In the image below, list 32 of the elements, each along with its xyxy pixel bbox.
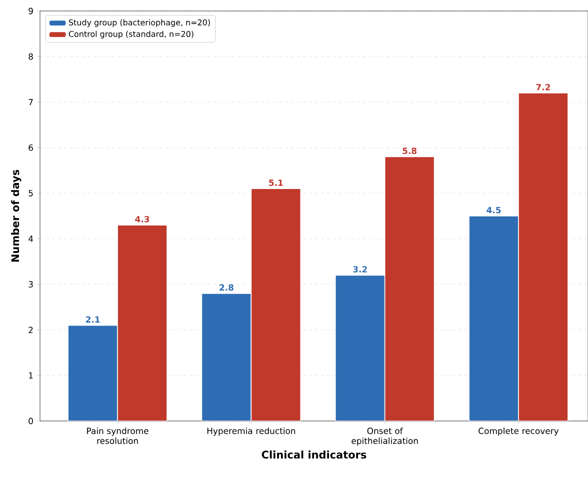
- y-tick-label: 6: [28, 144, 33, 151]
- y-tick-label: 8: [28, 53, 33, 60]
- x-tick-label: Complete recovery: [478, 428, 559, 436]
- x-tick-label: Onset of epithelialization: [352, 428, 418, 446]
- y-axis-title: Number of days: [11, 170, 22, 262]
- y-tick-label: 1: [29, 372, 33, 379]
- data-label: 7.2: [536, 84, 550, 90]
- x-tick-label: Pain syndrome resolution: [87, 428, 148, 444]
- data-label: 2.8: [220, 284, 234, 291]
- data-label: 4.5: [486, 206, 501, 214]
- bar: [335, 275, 385, 421]
- y-tick-label: 9: [28, 8, 33, 14]
- bar: [117, 224, 168, 421]
- data-label: 4.3: [135, 216, 150, 222]
- bar: [518, 92, 568, 421]
- data-label: 5.1: [269, 180, 283, 186]
- y-tick-label: 2: [28, 326, 33, 334]
- bar: [250, 188, 302, 421]
- data-label: 3.2: [353, 266, 367, 272]
- bar: [468, 216, 519, 421]
- y-tick-label: 4: [28, 236, 34, 242]
- data-label: 2.1: [86, 316, 100, 323]
- x-tick-label: Hyperemia reduction: [207, 428, 296, 436]
- bar: [68, 324, 118, 421]
- bar: [384, 156, 434, 421]
- y-tick-label: 3: [28, 281, 33, 288]
- y-tick-label: 7: [28, 99, 33, 106]
- y-tick-label: 0: [28, 418, 33, 424]
- y-tick-label: 5: [28, 190, 33, 196]
- data-label: 5.8: [402, 148, 417, 154]
- x-axis-title: Clinical indicators: [262, 450, 366, 459]
- bar: [201, 293, 252, 421]
